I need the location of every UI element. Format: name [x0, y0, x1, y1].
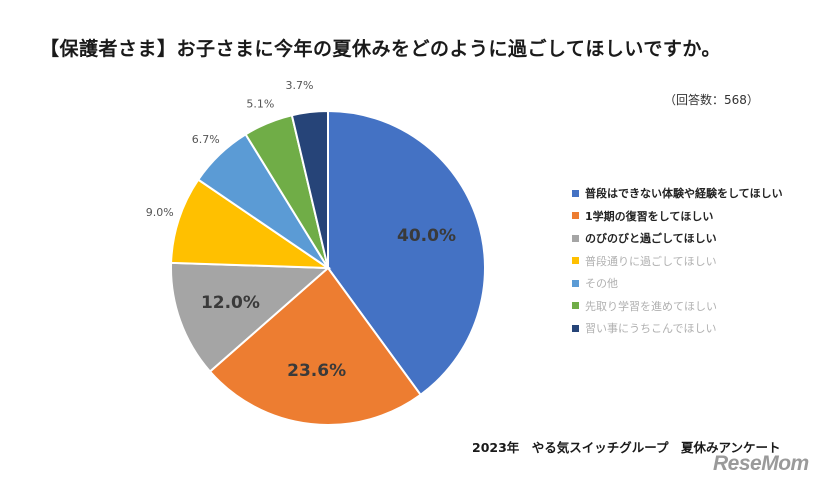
pie-slice-6	[290, 109, 329, 269]
pie-slice-3	[170, 178, 332, 270]
chart-title: 【保護者さま】お子さまに今年の夏休みをどのように過ごしてほしいですか。	[40, 38, 721, 60]
legend-swatch	[572, 212, 579, 220]
slice-label-3: 9.0%	[146, 206, 174, 219]
pie-slice-0	[327, 109, 486, 397]
slice-label-4: 6.7%	[192, 133, 220, 146]
legend-label: その他	[585, 277, 618, 291]
legend-item-1: 1学期の復習をしてほしい	[572, 205, 783, 228]
pie-slice-2	[170, 261, 331, 373]
legend-item-6: 習い事にうちこんでほしい	[572, 317, 783, 340]
slice-label-6: 3.7%	[286, 79, 314, 92]
slice-label-2: 12.0%	[201, 293, 260, 313]
legend-label: 先取り学習を進めてほしい	[585, 299, 717, 313]
legend-swatch	[572, 234, 579, 242]
source-caption: 2023年 やる気スイッチグループ 夏休みアンケート	[472, 440, 781, 455]
legend-label: 普段はできない体験や経験をしてほしい	[585, 187, 783, 201]
slice-label-0: 40.0%	[397, 226, 456, 246]
legend-label: 普段通りに過ごしてほしい	[585, 254, 717, 268]
legend-swatch	[572, 257, 579, 265]
legend-item-5: 先取り学習を進めてほしい	[572, 295, 783, 318]
legend-item-2: のびのびと過ごしてほしい	[572, 227, 783, 250]
legend-label: のびのびと過ごしてほしい	[585, 232, 717, 246]
legend-swatch	[572, 302, 579, 310]
legend-swatch	[572, 189, 579, 197]
legend-swatch	[572, 324, 579, 332]
pie-slice-1	[208, 266, 422, 426]
chart-legend: 普段はできない体験や経験をしてほしい 1学期の復習をしてほしい のびのびと過ごしてほ…	[572, 182, 783, 340]
legend-label: 習い事にうちこんでほしい	[585, 322, 717, 336]
response-count: （回答数：568）	[664, 93, 759, 107]
resemom-logo: ReseMom	[713, 452, 809, 475]
legend-label: 1学期の復習をしてほしい	[585, 209, 714, 223]
legend-item-0: 普段はできない体験や経験をしてほしい	[572, 182, 783, 205]
legend-swatch	[572, 279, 579, 287]
legend-item-3: 普段通りに過ごしてほしい	[572, 250, 783, 273]
legend-item-4: その他	[572, 272, 783, 295]
slice-label-1: 23.6%	[287, 361, 346, 381]
slice-label-5: 5.1%	[246, 97, 274, 110]
